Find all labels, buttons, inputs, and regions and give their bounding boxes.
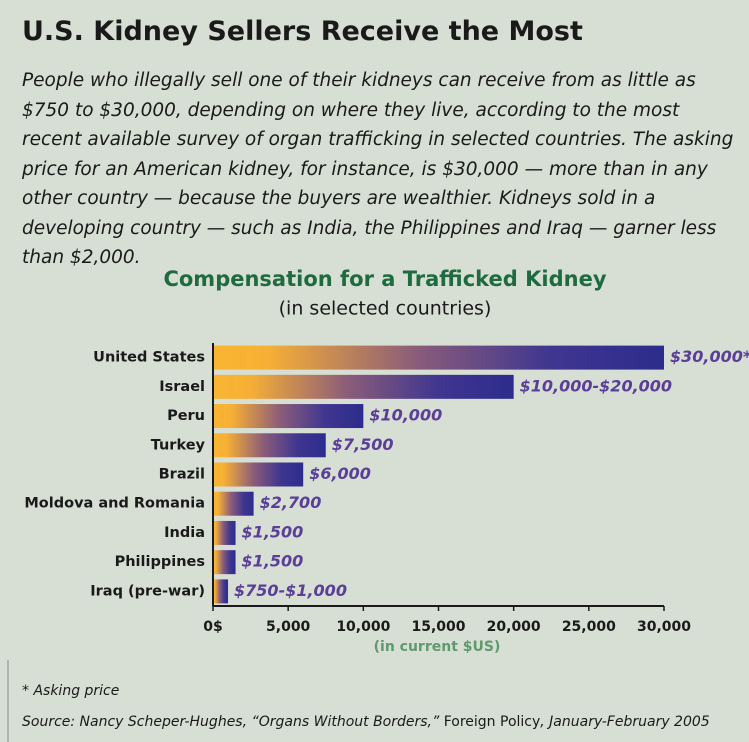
value-label: $10,000-$20,000	[520, 376, 672, 395]
x-tick-label: 30,000	[637, 619, 691, 635]
description: People who illegally sell one of their k…	[22, 70, 734, 268]
bar	[213, 345, 664, 370]
source-publication: Foreign Policy	[444, 714, 541, 730]
x-tick-label: 15,000	[411, 619, 465, 635]
source-date: , January-February 2005	[540, 714, 710, 730]
source-prefix: Source: Nancy Scheper-Hughes, “Organs Wi…	[22, 714, 444, 730]
x-tick-label: 10,000	[336, 619, 390, 635]
y-tick-label: Moldova and Romania	[24, 496, 205, 512]
y-tick-label: Philippines	[115, 554, 205, 570]
value-label: $30,000*	[670, 347, 749, 366]
bar	[213, 404, 364, 429]
footnote: * Asking price	[22, 683, 119, 699]
x-tick-label: 25,000	[562, 619, 616, 635]
x-tick-label: 20,000	[487, 619, 541, 635]
value-label: $7,500	[332, 435, 394, 454]
value-label: $2,700	[260, 493, 322, 512]
value-label: $1,500	[242, 522, 304, 541]
bar	[213, 520, 236, 545]
y-tick-label: Iraq (pre-war)	[90, 583, 205, 599]
y-tick-label: Peru	[167, 408, 205, 424]
y-tick-label: India	[164, 525, 205, 541]
bar	[213, 550, 236, 575]
page-title: U.S. Kidney Sellers Receive the Most	[22, 16, 583, 47]
bar	[213, 579, 229, 604]
x-tick-label: 0$	[203, 619, 222, 635]
source: Source: Nancy Scheper-Hughes, “Organs Wi…	[22, 714, 710, 730]
value-label: $6,000	[309, 464, 371, 483]
bar	[213, 374, 514, 399]
y-tick-label: Brazil	[159, 467, 205, 483]
chart-title: Compensation for a Trafficked Kidney	[163, 267, 606, 291]
bar	[213, 462, 304, 487]
chart-subtitle: (in selected countries)	[279, 298, 492, 320]
x-axis-label: (in current $US)	[374, 639, 501, 655]
x-tick-label: 5,000	[266, 619, 311, 635]
value-label: $750-$1,000	[234, 581, 347, 600]
y-tick-label: Turkey	[151, 437, 206, 453]
value-label: $1,500	[242, 552, 304, 571]
y-tick-label: United States	[93, 350, 205, 366]
y-tick-label: Israel	[159, 379, 205, 395]
value-label: $10,000	[369, 406, 442, 425]
bar	[213, 491, 254, 516]
bar	[213, 433, 326, 458]
